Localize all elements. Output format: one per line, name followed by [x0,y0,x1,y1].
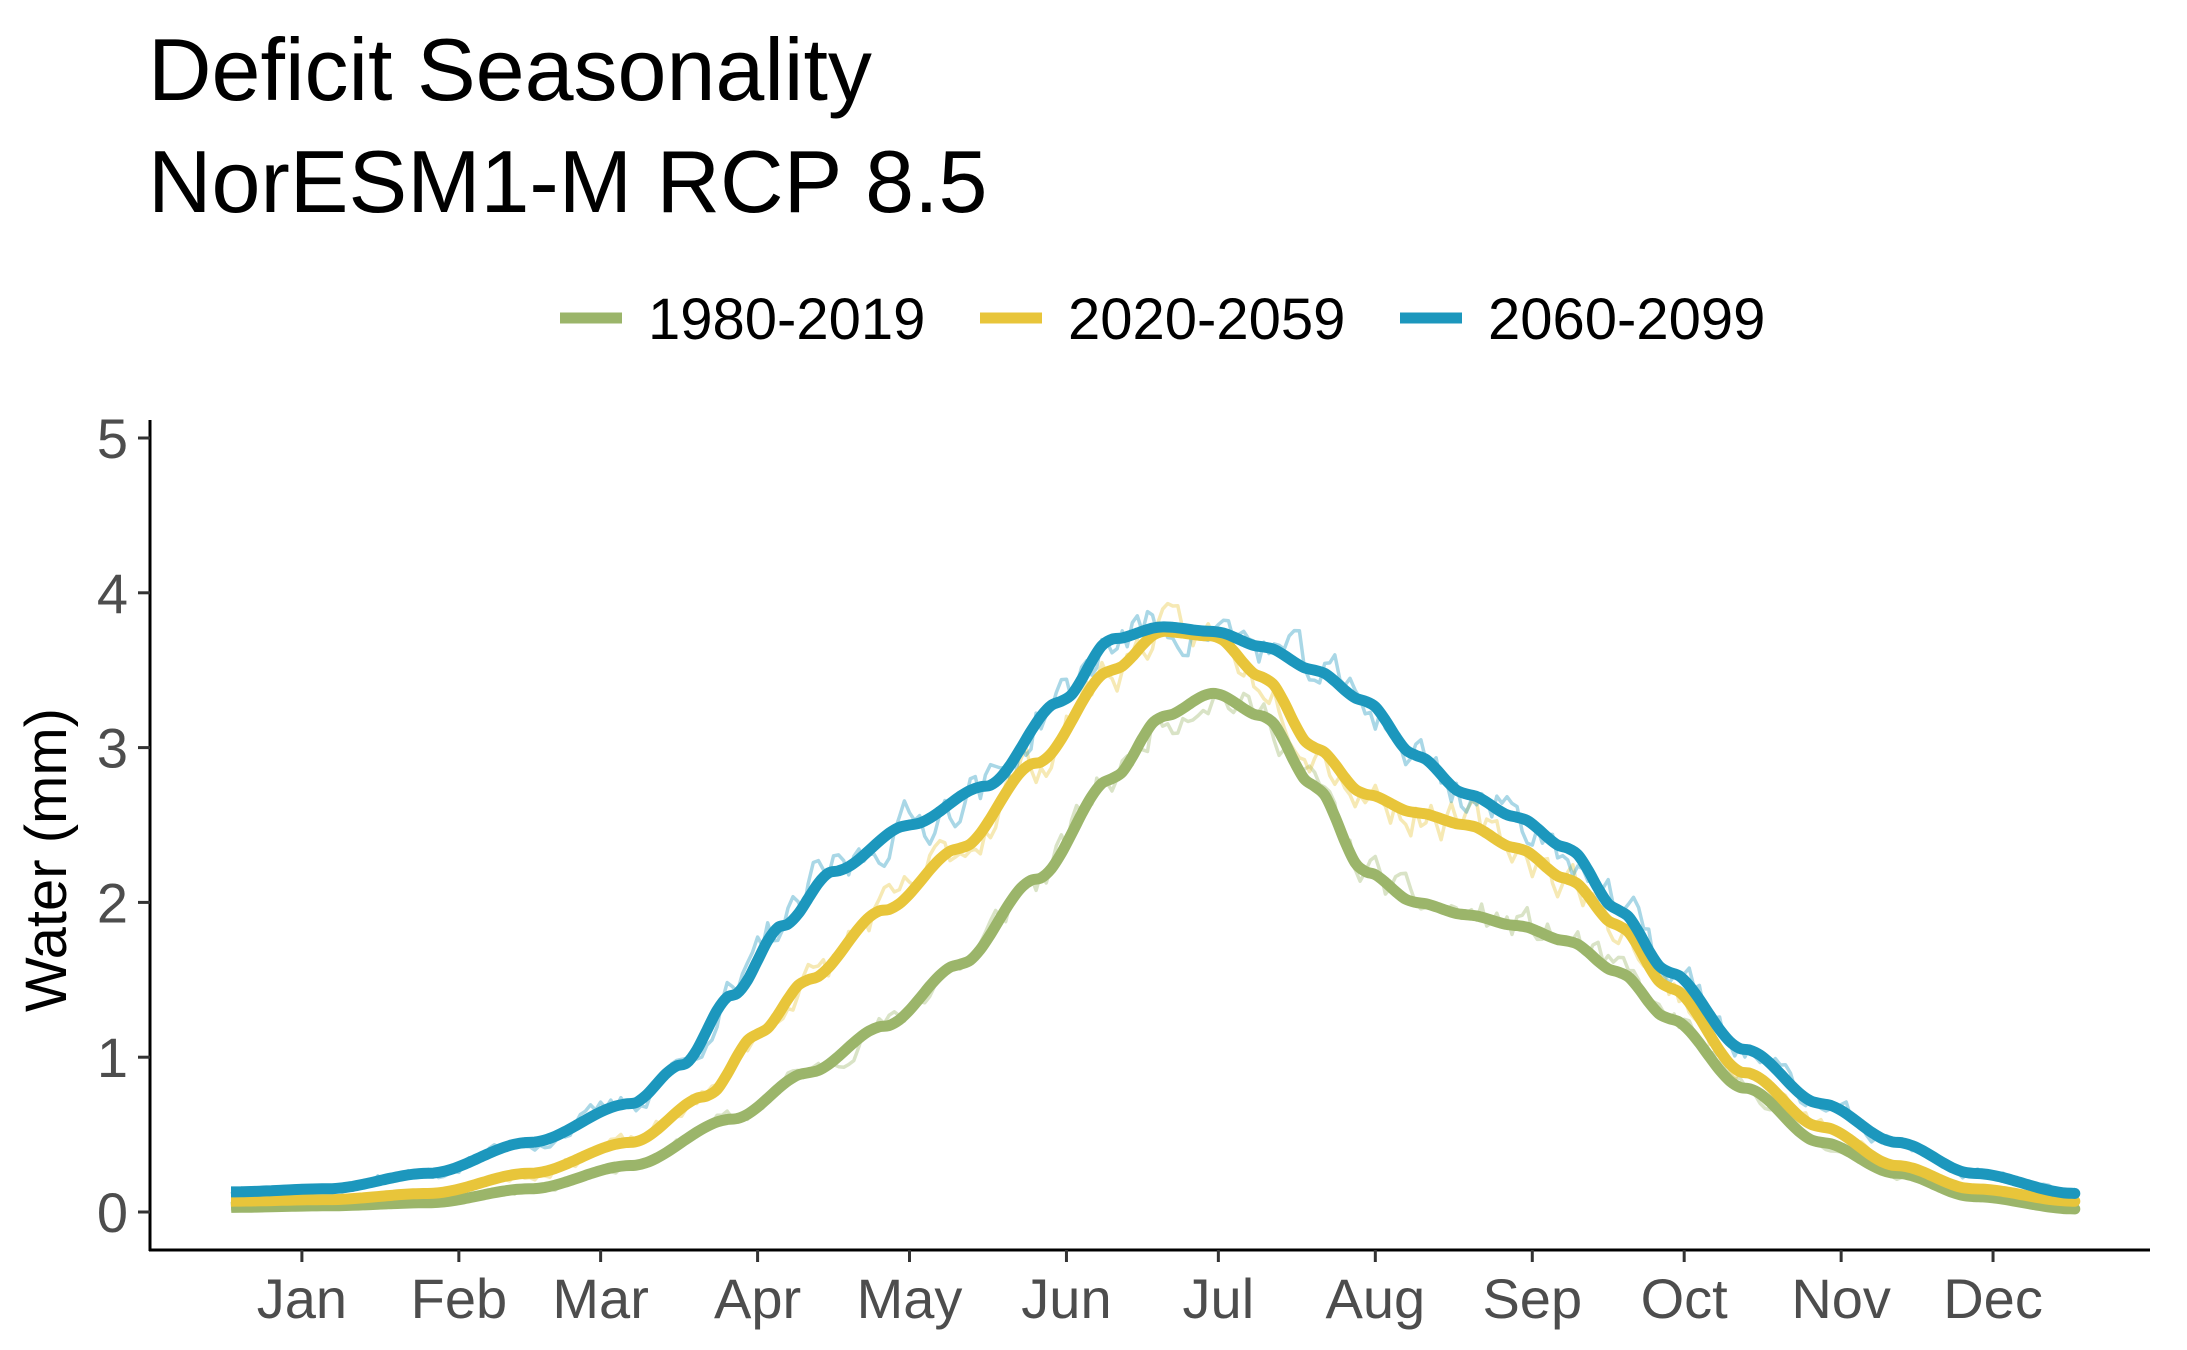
x-tick-label: Jun [1021,1267,1111,1330]
x-tick-label: Nov [1791,1267,1891,1330]
x-ticks: Jan Feb Mar Apr May Jun Jul Aug Sep Oct Nov Dec [257,1250,2043,1330]
legend-label: 2020-2059 [1068,287,1345,352]
x-tick-label: Mar [552,1267,648,1330]
smooth-line-1980-2019 [230,687,2081,1215]
chart-title-group: Deficit Seasonality NorESM1-M RCP 8.5 [148,20,987,231]
legend-label: 2060-2099 [1488,287,1765,352]
plot-area [230,601,2081,1215]
y-tick-label: 1 [97,1026,128,1089]
smooth-lines [230,621,2081,1215]
x-tick-label: Jan [257,1267,347,1330]
y-tick-label: 0 [97,1181,128,1244]
x-tick-label: Jul [1183,1267,1255,1330]
x-tick-label: Dec [1943,1267,2043,1330]
x-tick-label: Sep [1482,1267,1582,1330]
x-tick-label: Apr [714,1267,801,1330]
y-tick-label: 5 [97,407,128,470]
smooth-line-2060-2099 [230,621,2081,1199]
x-tick-label: May [857,1267,963,1330]
chart-title: Deficit Seasonality [148,20,872,119]
legend-label: 1980-2019 [648,287,925,352]
y-tick-label: 4 [97,562,128,625]
axes: 0 1 2 3 4 5 Jan Feb Mar Apr May Jun Jul Aug Sep Oct Nov… [97,407,2150,1330]
y-axis-title: Water (mm) [14,708,79,1012]
y-tick-label: 3 [97,717,128,780]
chart-subtitle: NorESM1-M RCP 8.5 [148,132,987,231]
legend: 1980-2019 2020-2059 2060-2099 [560,287,1765,352]
x-tick-label: Feb [411,1267,508,1330]
x-tick-label: Oct [1641,1267,1729,1330]
x-tick-label: Aug [1325,1267,1425,1330]
smooth-line-2020-2059 [230,625,2081,1207]
y-tick-label: 2 [97,871,128,934]
y-ticks: 0 1 2 3 4 5 [97,407,150,1244]
